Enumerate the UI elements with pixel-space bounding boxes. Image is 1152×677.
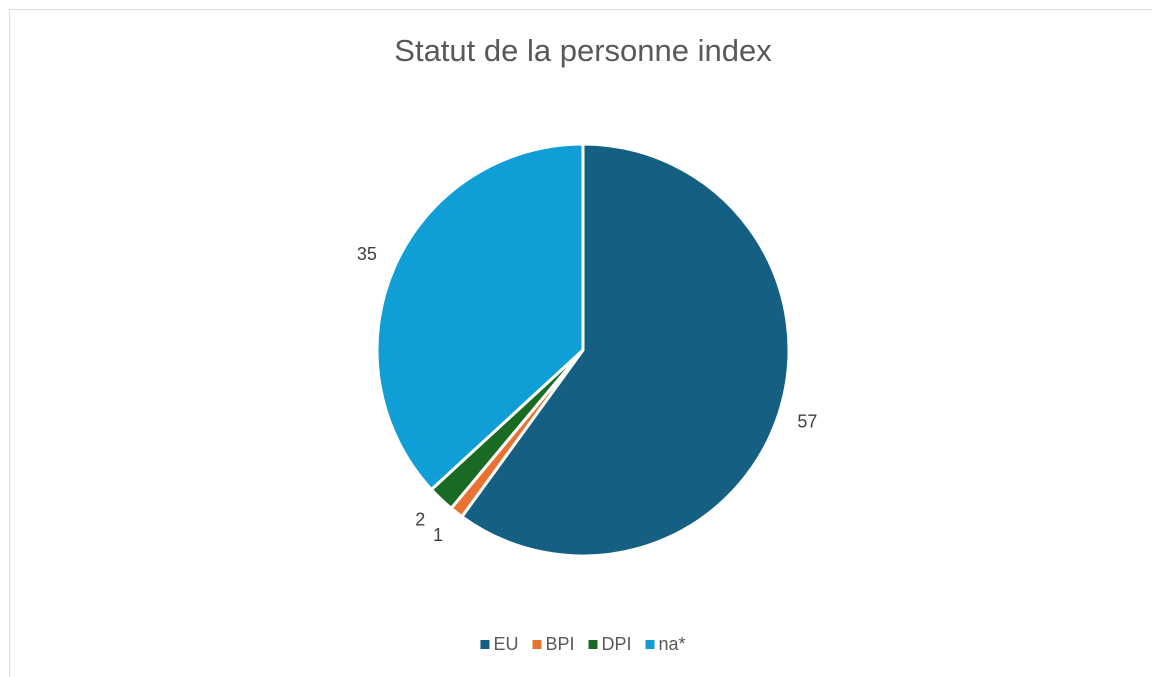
legend-swatch xyxy=(480,640,490,649)
chart-title: Statut de la personne index xyxy=(394,33,772,68)
data-label: 1 xyxy=(433,525,443,545)
legend-label: BPI xyxy=(545,634,574,654)
legend-swatch xyxy=(532,640,542,649)
data-label: 35 xyxy=(357,244,377,264)
data-label: 2 xyxy=(415,510,425,530)
legend-label: EU xyxy=(493,634,518,654)
pie-slice xyxy=(375,142,585,492)
pie-slice xyxy=(459,142,791,558)
data-label: 57 xyxy=(797,412,817,432)
legend-label: na* xyxy=(659,634,686,654)
legend-swatch xyxy=(588,640,598,649)
legend-swatch xyxy=(645,640,655,649)
legend-label: DPI xyxy=(601,634,631,654)
